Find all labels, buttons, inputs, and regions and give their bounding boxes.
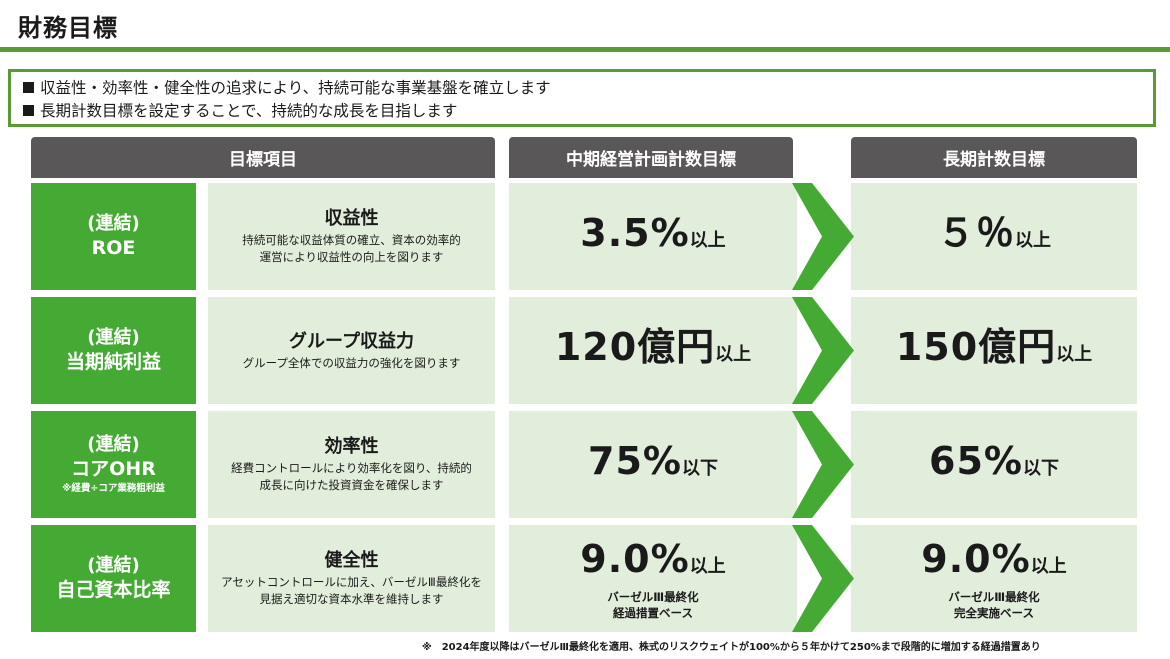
summary-line-2: 長期計数目標を設定することで、持続的な成長を目指します bbox=[23, 100, 1141, 123]
header-long-term-target: 長期計数目標 bbox=[851, 137, 1137, 178]
long-term-value: 65%以下 bbox=[929, 438, 1059, 483]
long-term-value-cell: 65%以下 bbox=[851, 411, 1137, 518]
mid-term-value: 120億円以上 bbox=[554, 324, 752, 369]
summary-line-1: 収益性・効率性・健全性の追求により、持続可能な事業基盤を確立します bbox=[23, 77, 1141, 100]
row-description-line-2: 見据え適切な資本水準を維持します bbox=[259, 592, 444, 606]
summary-box: 収益性・効率性・健全性の追求により、持続可能な事業基盤を確立します 長期計数目標… bbox=[8, 69, 1156, 127]
long-term-value-cell: 150億円以上 bbox=[851, 297, 1137, 404]
row-label: (連結) コアOHR ※経費÷コア業務粗利益 bbox=[31, 411, 196, 518]
long-term-value-cell: ５％以上 bbox=[851, 183, 1137, 290]
row-metric: 自己資本比率 bbox=[56, 579, 171, 601]
header-target-items: 目標項目 bbox=[31, 137, 495, 178]
mid-term-value: 3.5%以上 bbox=[580, 210, 726, 255]
row-scope: (連結) bbox=[87, 327, 140, 348]
row-scope: (連結) bbox=[87, 434, 140, 455]
title-underline bbox=[0, 47, 1170, 52]
long-term-suffix: 以上 bbox=[1015, 229, 1051, 251]
mid-term-suffix: 以上 bbox=[715, 343, 752, 365]
row-metric-note: ※経費÷コア業務粗利益 bbox=[62, 483, 165, 494]
mid-term-value: 75%以下 bbox=[588, 438, 718, 483]
bullet-square-icon bbox=[23, 105, 34, 116]
summary-text-1: 収益性・効率性・健全性の追求により、持続可能な事業基盤を確立します bbox=[40, 79, 551, 97]
mid-term-suffix: 以上 bbox=[689, 229, 726, 251]
row-description-cell: グループ収益力グループ全体での収益力の強化を図ります bbox=[208, 297, 495, 404]
page-title: 財務目標 bbox=[18, 14, 118, 42]
long-term-note-2: 完全実施ベース bbox=[954, 606, 1034, 620]
header-mid-term-target: 中期経営計画計数目標 bbox=[509, 137, 793, 178]
mid-term-note-2: 経過措置ベース bbox=[613, 606, 693, 620]
row-label: (連結) 自己資本比率 bbox=[31, 525, 196, 632]
row-category: 効率性 bbox=[324, 436, 379, 457]
row-description-cell: 効率性経費コントロールにより効率化を図り、持続的 成長に向けた投資資金を確保します bbox=[208, 411, 495, 518]
row-label: (連結) 当期純利益 bbox=[31, 297, 196, 404]
footnote: ※ 2024年度以降はバーゼルⅢ最終化を適用、株式のリスクウェイトが100%から… bbox=[422, 642, 1041, 653]
row-category: 収益性 bbox=[324, 208, 379, 229]
row-description-cell: 収益性持続可能な収益体質の確立、資本の効率的 運営により収益性の向上を図ります bbox=[208, 183, 495, 290]
summary-text-2: 長期計数目標を設定することで、持続的な成長を目指します bbox=[40, 102, 458, 120]
mid-term-value-cell: 9.0%以上バーゼルⅢ最終化 経過措置ベース bbox=[509, 525, 797, 632]
row-description-line-1: グループ全体での収益力の強化を図ります bbox=[242, 355, 461, 370]
row-category: 健全性 bbox=[324, 550, 379, 571]
chevron-right-icon bbox=[792, 411, 854, 518]
row-scope: (連結) bbox=[87, 555, 140, 576]
row-description-cell: 健全性アセットコントロールに加え、バーゼルⅢ最終化を 見据え適切な資本水準を維持し… bbox=[208, 525, 495, 632]
row-metric: コアOHR bbox=[71, 458, 156, 480]
mid-term-value-cell: 75%以下 bbox=[509, 411, 797, 518]
chevron-right-icon bbox=[792, 525, 854, 632]
chevron-right-icon bbox=[792, 183, 854, 290]
row-description-line-1: アセットコントロールに加え、バーゼルⅢ最終化を bbox=[221, 575, 482, 589]
mid-term-note-1: バーゼルⅢ最終化 bbox=[607, 590, 699, 604]
bullet-square-icon bbox=[23, 82, 34, 93]
row-description-line-1: 持続可能な収益体質の確立、資本の効率的 bbox=[242, 233, 461, 247]
row-description-line-2: 運営により収益性の向上を図ります bbox=[259, 250, 444, 264]
long-term-value: 150億円以上 bbox=[895, 324, 1093, 369]
row-category: グループ収益力 bbox=[289, 330, 414, 352]
long-term-value: 9.0%以上 bbox=[921, 537, 1067, 581]
chevron-right-icon bbox=[792, 297, 854, 404]
long-term-note-1: バーゼルⅢ最終化 bbox=[948, 590, 1040, 604]
row-description-line-2: 成長に向けた投資資金を確保します bbox=[259, 478, 444, 492]
row-label: (連結) ROE bbox=[31, 183, 196, 290]
mid-term-suffix: 以下 bbox=[681, 457, 718, 479]
row-scope: (連結) bbox=[87, 213, 140, 234]
mid-term-suffix: 以上 bbox=[689, 556, 726, 577]
mid-term-value-cell: 3.5%以上 bbox=[509, 183, 797, 290]
row-metric: 当期純利益 bbox=[65, 351, 161, 373]
row-description-line-1: 経費コントロールにより効率化を図り、持続的 bbox=[231, 461, 472, 475]
mid-term-value: 9.0%以上 bbox=[580, 537, 726, 581]
row-metric: ROE bbox=[91, 237, 136, 259]
long-term-suffix: 以上 bbox=[1056, 343, 1093, 365]
mid-term-value-cell: 120億円以上 bbox=[509, 297, 797, 404]
long-term-value-cell: 9.0%以上バーゼルⅢ最終化 完全実施ベース bbox=[851, 525, 1137, 632]
long-term-suffix: 以下 bbox=[1022, 457, 1059, 479]
long-term-suffix: 以上 bbox=[1030, 556, 1067, 577]
long-term-value: ５％以上 bbox=[936, 210, 1051, 255]
